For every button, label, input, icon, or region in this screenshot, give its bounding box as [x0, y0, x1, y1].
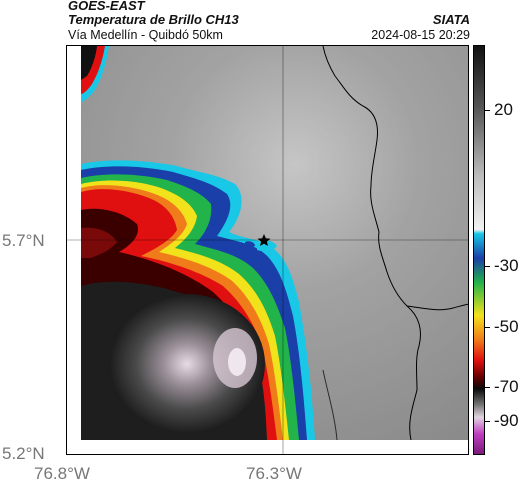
map-canvas [67, 46, 468, 454]
subtitle: Vía Medellín - Quibdó 50km [68, 28, 223, 42]
colorbar-tick [484, 110, 490, 111]
satellite-map[interactable] [66, 45, 469, 455]
colorbar-label-minus-30: -30 [494, 256, 519, 275]
colorbar-label-minus-90: -90 [494, 411, 519, 430]
colorbar-tick [484, 266, 490, 267]
title-line-2: Temperatura de Brillo CH13 [68, 12, 239, 27]
border-line [322, 46, 421, 441]
lon-label-76-8: 76.8°W [34, 464, 90, 483]
colorbar [473, 45, 485, 455]
organization-label: SIATA [432, 12, 470, 27]
colorbar-label-minus-50: -50 [494, 317, 519, 336]
title-line-1: GOES-EAST [68, 0, 145, 13]
colorbar-tick [484, 421, 490, 422]
star-icon[interactable] [257, 234, 271, 246]
lat-label-5-7: 5.7°N [2, 231, 45, 250]
colorbar-label-20: 20 [494, 100, 513, 119]
colorbar-tick [484, 327, 490, 328]
colorbar-label-minus-70: -70 [494, 377, 519, 396]
lon-label-76-3: 76.3°W [246, 464, 302, 483]
lat-label-5-2: 5.2°N [2, 444, 45, 463]
datetime-label: 2024-08-15 20:29 [371, 28, 470, 42]
colorbar-tick [484, 387, 490, 388]
